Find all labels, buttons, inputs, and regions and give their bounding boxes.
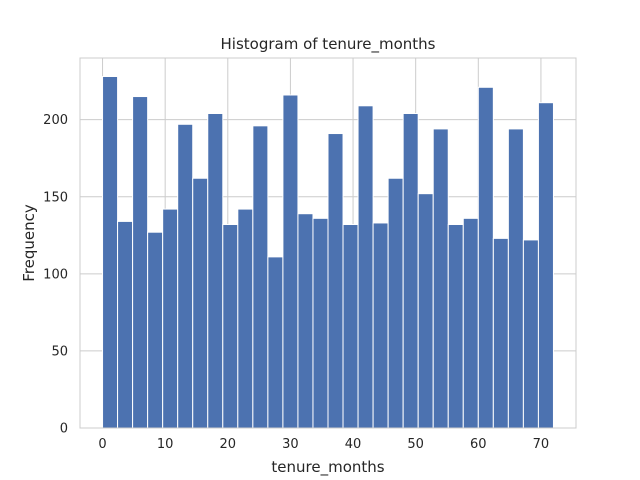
histogram-bar bbox=[477, 86, 494, 429]
histogram-bar bbox=[447, 224, 464, 429]
histogram-bar bbox=[192, 177, 209, 429]
histogram-bar bbox=[372, 222, 389, 429]
x-axis-label: tenure_months bbox=[271, 458, 384, 477]
histogram-bar bbox=[327, 133, 344, 429]
histogram-bar bbox=[417, 193, 434, 429]
histogram-bar bbox=[342, 224, 359, 429]
y-tick-label: 100 bbox=[43, 267, 68, 282]
chart-title: Histogram of tenure_months bbox=[221, 35, 436, 54]
histogram-bar bbox=[312, 217, 329, 429]
histogram-bar bbox=[432, 128, 449, 429]
histogram-bar bbox=[117, 220, 134, 429]
histogram-bar bbox=[267, 256, 284, 429]
histogram-bar bbox=[537, 102, 554, 429]
x-tick-label: 40 bbox=[345, 437, 362, 452]
y-tick-label: 150 bbox=[43, 190, 68, 205]
histogram-bar bbox=[492, 237, 509, 429]
histogram-bar bbox=[222, 224, 239, 429]
histogram-bar bbox=[462, 217, 479, 429]
histogram-bar bbox=[387, 177, 404, 429]
x-tick-label: 20 bbox=[220, 437, 237, 452]
histogram-bar bbox=[237, 208, 254, 429]
x-tick-label: 30 bbox=[282, 437, 299, 452]
histogram-bar bbox=[357, 105, 374, 429]
y-tick-labels: 0 50 100 150 200 bbox=[43, 113, 68, 436]
histogram-bar bbox=[402, 113, 419, 429]
histogram-bar bbox=[132, 96, 149, 429]
y-tick-label: 200 bbox=[43, 113, 68, 128]
histogram-bar bbox=[282, 94, 299, 429]
x-tick-label: 70 bbox=[533, 437, 550, 452]
bars bbox=[102, 76, 554, 429]
histogram-bar bbox=[147, 231, 164, 429]
histogram-bar bbox=[522, 239, 539, 429]
x-tick-label: 0 bbox=[98, 437, 106, 452]
x-tick-label: 60 bbox=[470, 437, 487, 452]
histogram-bar bbox=[162, 208, 179, 429]
histogram-bar bbox=[507, 128, 524, 429]
x-tick-label: 50 bbox=[407, 437, 424, 452]
y-tick-label: 0 bbox=[60, 422, 68, 437]
histogram-bar bbox=[207, 113, 224, 429]
x-tick-labels: 0 10 20 30 40 50 60 70 bbox=[98, 437, 549, 452]
y-axis-label: Frequency bbox=[20, 204, 38, 282]
histogram-bar bbox=[102, 76, 119, 429]
histogram-bar bbox=[252, 125, 269, 429]
histogram-bar bbox=[297, 213, 314, 429]
histogram-bar bbox=[177, 123, 194, 429]
y-tick-label: 50 bbox=[51, 344, 68, 359]
plot-frame bbox=[79, 57, 577, 429]
x-tick-label: 10 bbox=[157, 437, 174, 452]
